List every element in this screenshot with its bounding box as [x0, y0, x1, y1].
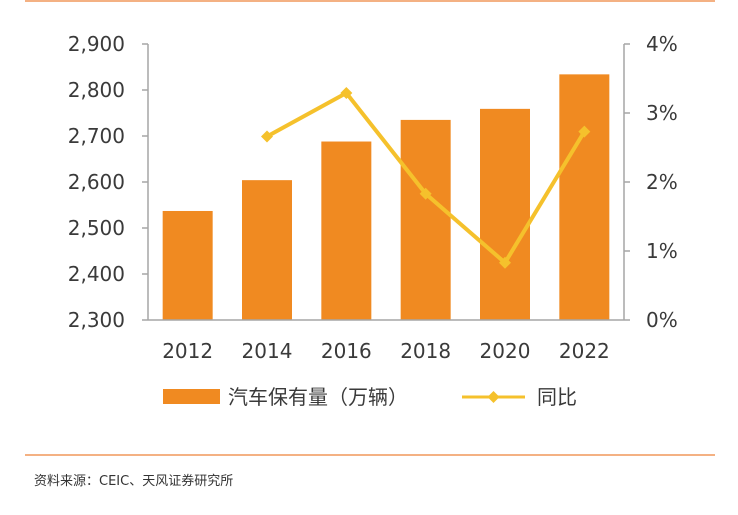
bar-2014 [242, 180, 292, 320]
combo-chart: 2,300 2,400 2,500 2,600 2,700 2,800 2,900 0% 1%… [68, 32, 678, 409]
legend-bar-swatch [163, 389, 220, 404]
yoy-point-2016 [340, 86, 353, 99]
left-tick-label: 2,900 [68, 32, 125, 56]
x-tick-label: 2014 [242, 339, 293, 363]
left-tick-label: 2,800 [68, 78, 125, 102]
legend-diamond-marker [487, 391, 500, 403]
right-tick-label: 0% [646, 308, 678, 332]
yoy-line-layer [261, 86, 591, 269]
source-note: 资料来源：CEIC、天风证券研究所 [34, 474, 234, 489]
yoy-point-2018 [419, 187, 432, 200]
left-tick-label: 2,400 [68, 262, 125, 286]
right-tick-label: 1% [646, 239, 678, 263]
top-divider [25, 0, 715, 2]
bar-2018 [400, 119, 451, 321]
bar-2020 [480, 108, 530, 320]
bars-layer [162, 74, 610, 321]
right-tick-label: 3% [646, 101, 678, 125]
left-tick-label: 2,300 [68, 308, 125, 332]
right-tick-label: 2% [646, 170, 678, 194]
bottom-divider [25, 454, 715, 456]
x-tick-label: 2020 [480, 339, 531, 363]
left-tick-label: 2,500 [68, 216, 125, 240]
legend-line-label: 同比 [537, 385, 577, 409]
yoy-point-2022 [578, 125, 591, 138]
right-tick-label: 4% [646, 32, 678, 56]
legend: 汽车保有量（万辆） 同比 [163, 385, 577, 409]
bar-2012 [162, 210, 213, 320]
left-tick-label: 2,600 [68, 170, 125, 194]
yoy-point-2020 [499, 256, 511, 269]
x-tick-label: 2016 [321, 339, 372, 363]
x-tick-label: 2018 [400, 339, 451, 363]
left-tick-label: 2,700 [68, 124, 125, 148]
x-tick-label: 2022 [559, 339, 610, 363]
left-axis-ticks: 2,300 2,400 2,500 2,600 2,700 2,800 2,900 [68, 32, 148, 332]
bar-2022 [559, 74, 610, 320]
x-axis-ticks: 2012 2014 2016 2018 2020 2022 [162, 339, 610, 363]
bar-2016 [321, 141, 372, 320]
legend-bar-label: 汽车保有量（万辆） [228, 385, 408, 409]
yoy-point-2014 [261, 130, 273, 143]
right-axis-ticks: 0% 1% 2% 3% 4% [624, 32, 678, 332]
x-tick-label: 2012 [162, 339, 213, 363]
